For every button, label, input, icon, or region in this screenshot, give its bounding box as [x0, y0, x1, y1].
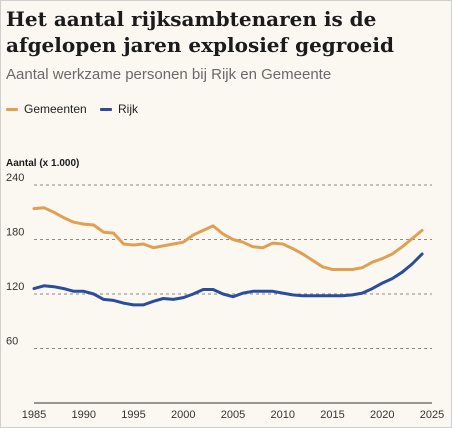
y-axis-label: Aantal (x 1.000): [6, 158, 80, 169]
x-tick-label-2010: 2010: [271, 409, 295, 421]
x-tick-label-2015: 2015: [320, 409, 344, 421]
x-tick-label-1990: 1990: [72, 409, 96, 421]
chart-subtitle: Aantal werkzame personen bij Rijk en Gem…: [6, 66, 332, 83]
legend-swatch-gemeenten: [6, 107, 18, 111]
legend-label-gemeenten: Gemeenten: [24, 102, 87, 116]
x-tick-label-1985: 1985: [22, 409, 46, 421]
legend-swatch-rijk: [100, 107, 112, 111]
x-tick-label-2020: 2020: [370, 409, 394, 421]
x-tick-label-2025: 2025: [420, 409, 444, 421]
x-tick-label-1995: 1995: [121, 409, 145, 421]
legend-label-rijk: Rijk: [118, 102, 138, 116]
y-tick-labels: 60 120 180 240: [6, 172, 24, 348]
series-lines: [32, 206, 424, 307]
gridlines: [34, 184, 432, 349]
y-tick-label-180: 180: [6, 227, 24, 239]
series-line-rijk: [32, 252, 424, 307]
x-tick-label-2000: 2000: [171, 409, 195, 421]
y-tick-label-60: 60: [6, 336, 18, 348]
x-tick-label-2005: 2005: [221, 409, 245, 421]
y-tick-label-240: 240: [6, 172, 24, 184]
x-tick-labels: 1985 1990 1995 2000 2005 2010 2015 2020 2025: [22, 409, 444, 421]
legend-item-rijk: Rijk: [100, 102, 138, 116]
chart-title: Het aantal rijksambtenaren is de afgelop…: [6, 7, 394, 57]
series-line-gemeenten: [32, 206, 424, 271]
legend-item-gemeenten: Gemeenten: [6, 102, 87, 116]
y-tick-label-120: 120: [6, 281, 24, 293]
